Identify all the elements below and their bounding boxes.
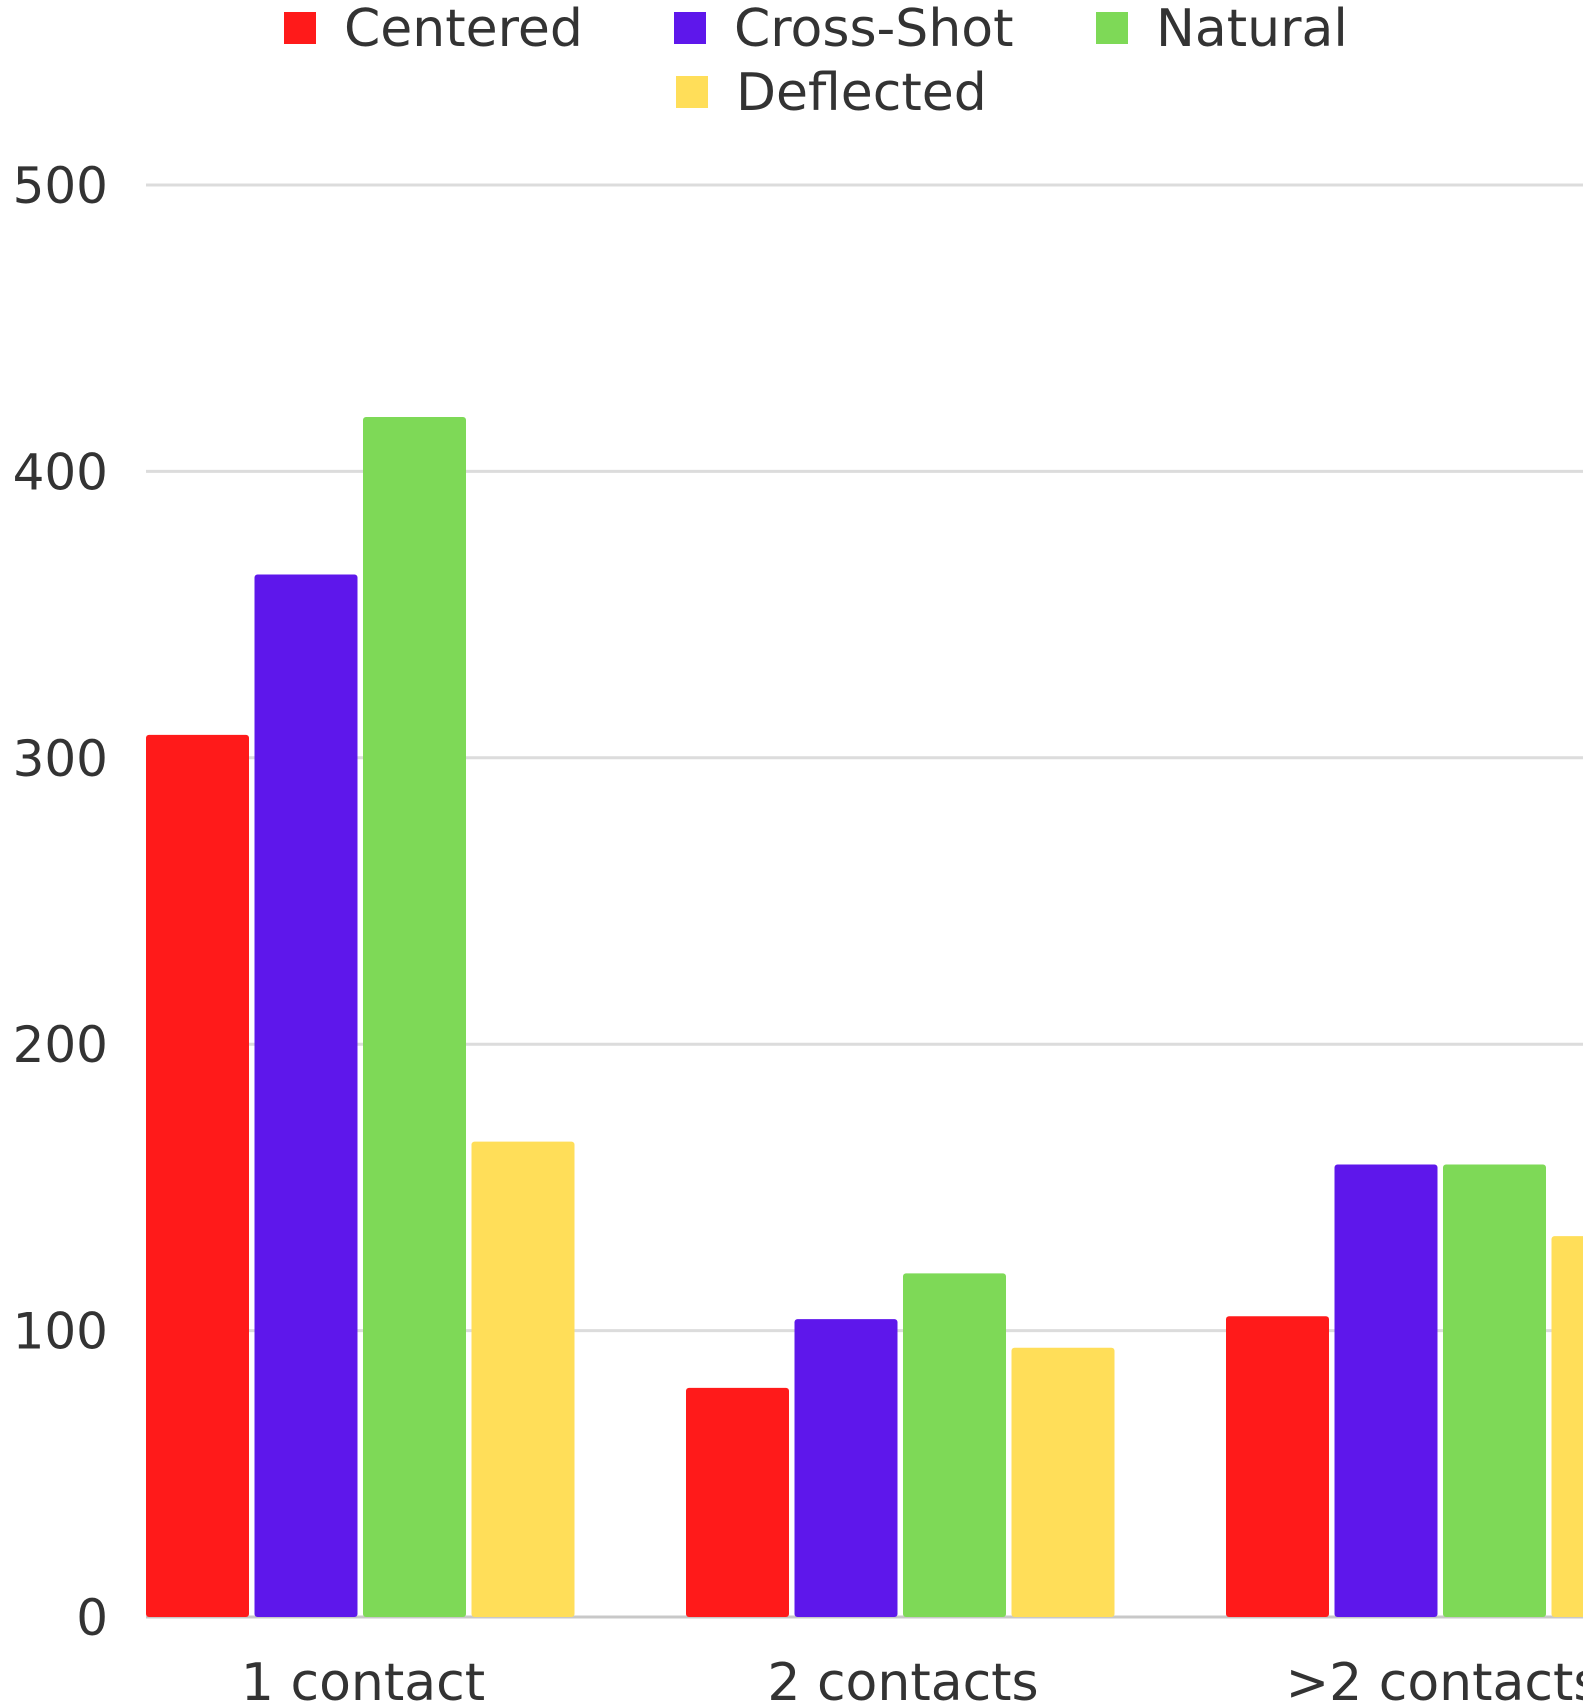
bar-natural-2 [1443, 1164, 1546, 1617]
y-tick-label: 200 [13, 1016, 108, 1074]
bar-centered-0 [146, 734, 249, 1617]
legend-label: Centered [344, 0, 583, 59]
legend-item-natural: Natural [1096, 0, 1348, 59]
bar-deflected-2 [1551, 1236, 1583, 1617]
bar-cross-shot-0 [254, 574, 358, 1617]
bar-cross-shot-1 [794, 1319, 898, 1617]
legend: Centered Cross-Shot Natural Deflected [284, 0, 1348, 123]
legend-label: Cross-Shot [734, 0, 1013, 59]
legend-item-cross-shot: Cross-Shot [674, 0, 1013, 59]
bars [146, 416, 1583, 1617]
legend-swatch [1096, 12, 1128, 44]
legend-label: Natural [1156, 0, 1348, 59]
y-tick-label: 400 [13, 443, 108, 501]
legend-swatch [676, 76, 708, 108]
bar-centered-1 [686, 1387, 789, 1617]
bar-centered-2 [1226, 1316, 1329, 1617]
legend-item-centered: Centered [284, 0, 583, 59]
x-tick-label: >2 contacts [1286, 1653, 1583, 1705]
x-tick-label: 2 contacts [767, 1653, 1038, 1705]
legend-swatch [284, 12, 316, 44]
bar-cross-shot-2 [1334, 1164, 1438, 1617]
legend-label: Deflected [736, 63, 987, 123]
y-tick-label: 300 [13, 730, 108, 788]
y-tick-label: 500 [13, 157, 108, 215]
bar-natural-1 [903, 1273, 1006, 1617]
y-tick-label: 100 [13, 1303, 108, 1361]
x-tick-label: 1 contact [241, 1653, 485, 1705]
y-axis-ticks: 0 100 200 300 400 500 [13, 157, 108, 1647]
legend-swatch [674, 12, 706, 44]
y-tick-label: 0 [76, 1589, 108, 1647]
bar-deflected-0 [471, 1141, 575, 1617]
legend-item-deflected: Deflected [676, 63, 987, 123]
x-axis-ticks: 1 contact 2 contacts >2 contacts [241, 1653, 1583, 1705]
bar-deflected-1 [1011, 1347, 1115, 1617]
bar-natural-0 [363, 416, 466, 1617]
